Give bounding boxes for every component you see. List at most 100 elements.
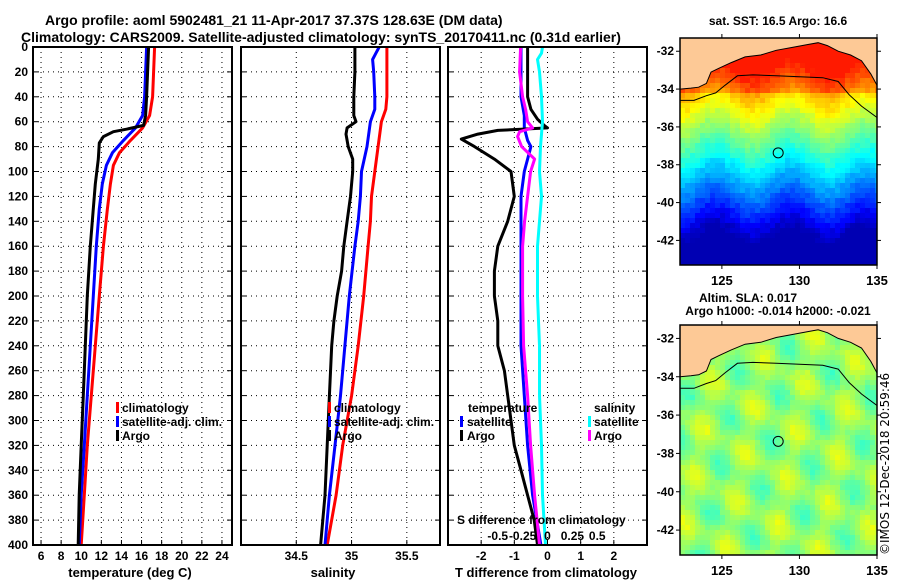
map-cell bbox=[805, 138, 810, 143]
map-cell bbox=[845, 380, 850, 385]
map-cell bbox=[790, 58, 795, 63]
map-cell bbox=[775, 223, 780, 228]
map-cell bbox=[705, 535, 710, 540]
series-line-temperature-satellite bbox=[519, 47, 543, 545]
map-cell bbox=[735, 163, 740, 168]
map-cell bbox=[845, 430, 850, 435]
map-cell bbox=[825, 183, 830, 188]
map-cell bbox=[765, 515, 770, 520]
map-cell bbox=[840, 385, 845, 390]
map-cell bbox=[755, 415, 760, 420]
map-cell bbox=[805, 350, 810, 355]
map-cell bbox=[730, 203, 735, 208]
map-cell bbox=[825, 340, 830, 345]
map-cell bbox=[695, 133, 700, 138]
map-cell bbox=[715, 390, 720, 395]
map-cell bbox=[775, 68, 780, 73]
map-cell bbox=[845, 425, 850, 430]
map-cell bbox=[855, 218, 860, 223]
map-cell bbox=[715, 485, 720, 490]
map-cell bbox=[780, 515, 785, 520]
map-cell bbox=[745, 163, 750, 168]
map-cell bbox=[760, 525, 765, 530]
map-cell bbox=[835, 450, 840, 455]
map-cell bbox=[810, 520, 815, 525]
map-cell bbox=[810, 505, 815, 510]
map-cell bbox=[685, 425, 690, 430]
map-cell bbox=[770, 193, 775, 198]
map-cell bbox=[770, 243, 775, 248]
map-cell bbox=[715, 173, 720, 178]
map-cell bbox=[680, 253, 685, 258]
map-cell bbox=[785, 103, 790, 108]
map-cell bbox=[685, 198, 690, 203]
map-y-tick-label: -40 bbox=[657, 485, 675, 499]
map-cell bbox=[715, 188, 720, 193]
map-cell bbox=[825, 108, 830, 113]
map-cell bbox=[830, 98, 835, 103]
map-cell bbox=[715, 365, 720, 370]
map-cell bbox=[775, 118, 780, 123]
map-cell bbox=[765, 118, 770, 123]
map-cell bbox=[830, 148, 835, 153]
map-cell bbox=[820, 148, 825, 153]
map-cell bbox=[720, 208, 725, 213]
map-cell bbox=[680, 500, 685, 505]
map-cell bbox=[760, 93, 765, 98]
map-cell bbox=[680, 93, 685, 98]
map-cell bbox=[860, 370, 865, 375]
map-cell bbox=[695, 173, 700, 178]
map-cell bbox=[750, 395, 755, 400]
map-cell bbox=[760, 163, 765, 168]
map-cell bbox=[865, 440, 870, 445]
map-cell bbox=[695, 440, 700, 445]
map-cell bbox=[800, 430, 805, 435]
map-cell bbox=[865, 380, 870, 385]
map-cell bbox=[760, 395, 765, 400]
map-cell bbox=[805, 455, 810, 460]
map-cell bbox=[740, 88, 745, 93]
map-cell bbox=[740, 243, 745, 248]
map-cell bbox=[745, 223, 750, 228]
map-cell bbox=[830, 340, 835, 345]
map-cell bbox=[845, 410, 850, 415]
map-cell bbox=[695, 203, 700, 208]
map-cell bbox=[780, 520, 785, 525]
map-cell bbox=[830, 460, 835, 465]
map-cell bbox=[810, 168, 815, 173]
map-cell bbox=[740, 375, 745, 380]
map-cell bbox=[790, 380, 795, 385]
map-cell bbox=[835, 133, 840, 138]
map-cell bbox=[760, 153, 765, 158]
map-cell bbox=[840, 490, 845, 495]
map-cell bbox=[780, 450, 785, 455]
map-cell bbox=[760, 58, 765, 63]
map-cell bbox=[820, 43, 825, 48]
map-cell bbox=[865, 263, 870, 265]
map-cell bbox=[845, 490, 850, 495]
map-cell bbox=[855, 58, 860, 63]
map-cell bbox=[680, 198, 685, 203]
map-cell bbox=[800, 515, 805, 520]
map-cell bbox=[845, 345, 850, 350]
map-cell bbox=[770, 248, 775, 253]
map-cell bbox=[840, 485, 845, 490]
map-cell bbox=[720, 400, 725, 405]
map-cell bbox=[850, 68, 855, 73]
map-cell bbox=[870, 365, 875, 370]
map-cell bbox=[725, 183, 730, 188]
map-cell bbox=[765, 375, 770, 380]
map-cell bbox=[780, 380, 785, 385]
map-cell bbox=[855, 83, 860, 88]
map-cell bbox=[685, 173, 690, 178]
map-cell bbox=[770, 535, 775, 540]
map-cell bbox=[850, 118, 855, 123]
map-cell bbox=[795, 530, 800, 535]
map-cell bbox=[770, 480, 775, 485]
map-cell bbox=[725, 208, 730, 213]
map-cell bbox=[760, 425, 765, 430]
map-cell bbox=[710, 400, 715, 405]
map-cell bbox=[855, 203, 860, 208]
map-cell bbox=[760, 63, 765, 68]
map-cell bbox=[725, 420, 730, 425]
